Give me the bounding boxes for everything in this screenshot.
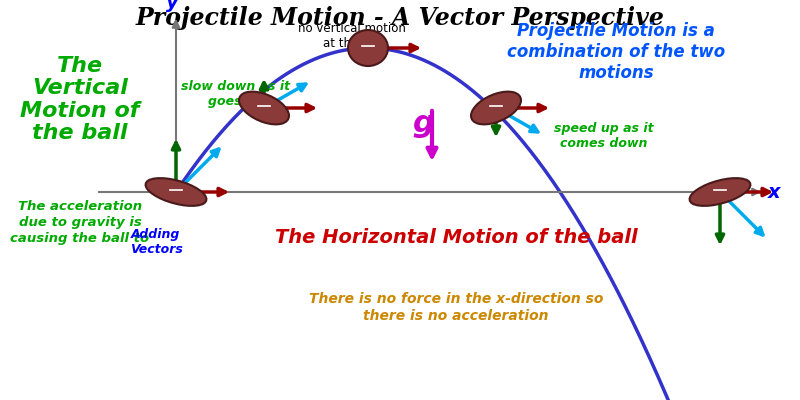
Text: Adding
Vectors: Adding Vectors [130, 228, 182, 256]
Ellipse shape [471, 92, 521, 124]
Text: There is no force in the x-direction so
there is no acceleration: There is no force in the x-direction so … [309, 292, 603, 323]
Text: no vertical motion
at the top: no vertical motion at the top [298, 22, 406, 50]
Text: The acceleration
due to gravity is
causing the ball to: The acceleration due to gravity is causi… [10, 200, 150, 245]
Text: g: g [412, 110, 434, 138]
Text: slow down as it
goes up: slow down as it goes up [182, 80, 290, 108]
Ellipse shape [690, 178, 750, 206]
Text: y: y [166, 0, 178, 12]
Text: The
Vertical
Motion of
the ball: The Vertical Motion of the ball [20, 56, 140, 143]
Ellipse shape [146, 178, 206, 206]
Text: x: x [768, 182, 781, 202]
Text: speed up as it
comes down: speed up as it comes down [554, 122, 654, 150]
Ellipse shape [239, 92, 289, 124]
Text: The Horizontal Motion of the ball: The Horizontal Motion of the ball [274, 228, 638, 247]
Text: Projectile Motion - A Vector Perspective: Projectile Motion - A Vector Perspective [135, 6, 665, 30]
Text: Projectile Motion is a
combination of the two
motions: Projectile Motion is a combination of th… [507, 22, 725, 82]
Ellipse shape [348, 30, 388, 66]
